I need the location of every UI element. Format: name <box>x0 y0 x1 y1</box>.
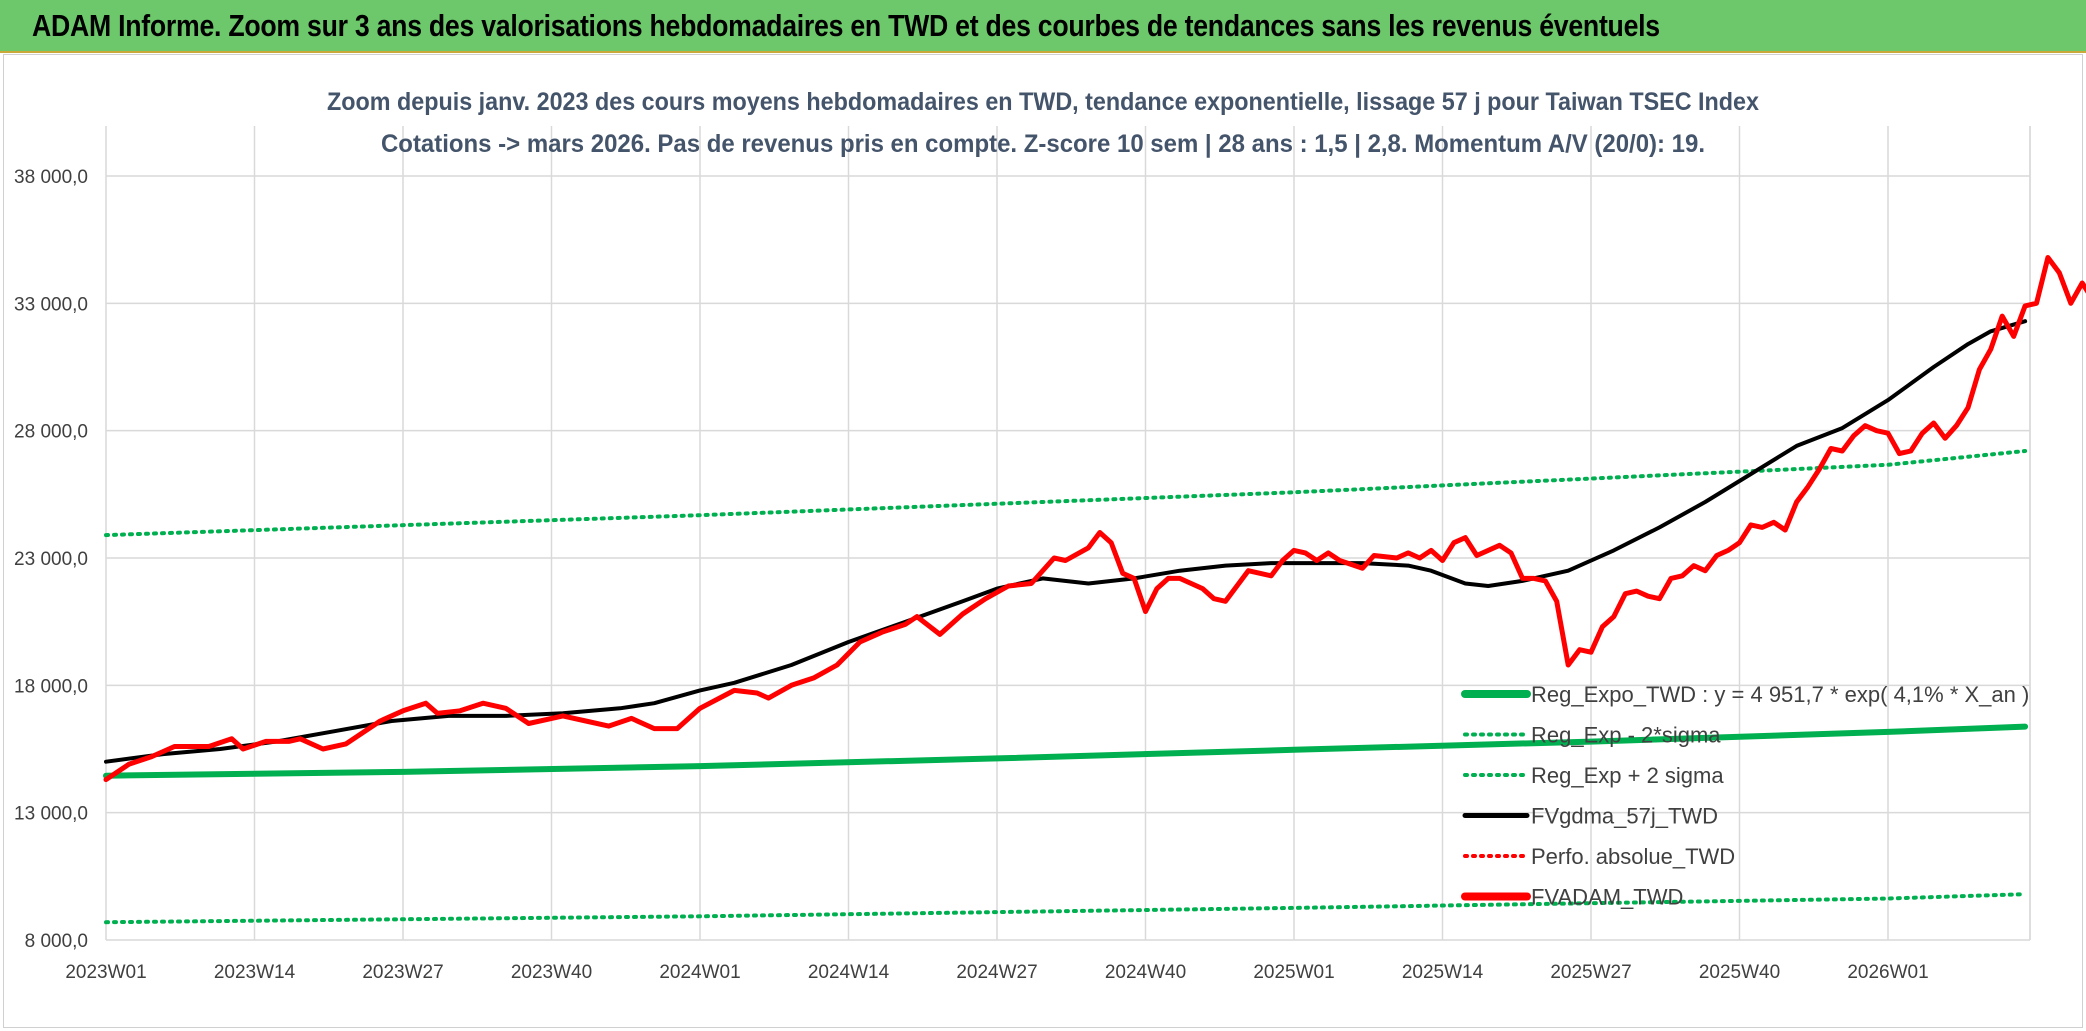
x-tick-label: 2024W27 <box>956 962 1037 983</box>
y-tick-label: 33 000,0 <box>14 294 88 315</box>
legend-label: FVADAM_TWD <box>1531 885 1683 910</box>
x-tick-label: 2026W01 <box>1847 962 1928 983</box>
y-tick-label: 28 000,0 <box>14 422 88 443</box>
y-tick-label: 13 000,0 <box>14 804 88 825</box>
series-line-2 <box>104 449 2028 538</box>
series-line-0 <box>103 723 2029 779</box>
series-line-1 <box>104 892 2028 925</box>
chart-title-line-2: Cotations -> mars 2026. Pas de revenus p… <box>381 130 1705 158</box>
y-tick-label: 38 000,0 <box>14 167 88 188</box>
legend-label: Reg_Expo_TWD : y = 4 951,7 * exp( 4,1% *… <box>1531 682 2029 707</box>
y-tick-label: 8 000,0 <box>25 931 88 952</box>
series-line-5 <box>103 255 2086 783</box>
chart-frame <box>3 54 2083 1028</box>
x-tick-label: 2025W40 <box>1699 962 1780 983</box>
y-tick-label: 18 000,0 <box>14 676 88 697</box>
grid-lines <box>105 126 2031 941</box>
legend-label: Reg_Exp + 2 sigma <box>1531 763 1724 788</box>
x-tick-label: 2025W27 <box>1550 962 1631 983</box>
series-line-3 <box>104 319 2028 764</box>
x-tick-label: 2024W01 <box>659 962 740 983</box>
legend-label: Reg_Exp - 2*sigma <box>1531 723 1721 748</box>
x-tick-label: 2024W40 <box>1105 962 1186 983</box>
report-title: ADAM Informe. Zoom sur 3 ans des valoris… <box>32 8 1660 43</box>
report-banner: ADAM Informe. Zoom sur 3 ans des valoris… <box>0 0 2086 53</box>
legend-label: Perfo. absolue_TWD <box>1531 844 1735 869</box>
legend-label: FVgdma_57j_TWD <box>1531 804 1718 829</box>
y-axis-ticks: 8 000,0 13 000,0 18 000,0 23 000,0 28 000,0 3… <box>14 167 88 952</box>
x-axis-ticks: 2023W01 2023W14 2023W27 2023W40 2024W01 2024W… <box>65 962 1928 983</box>
y-tick-label: 23 000,0 <box>14 549 88 570</box>
series-layer <box>103 255 2086 925</box>
x-tick-label: 2023W40 <box>511 962 592 983</box>
x-tick-label: 2023W14 <box>214 962 296 983</box>
legend: Reg_Expo_TWD : y = 4 951,7 * exp( 4,1% *… <box>1461 682 2029 910</box>
chart-title-line-1: Zoom depuis janv. 2023 des cours moyens … <box>327 88 1759 116</box>
x-tick-label: 2025W14 <box>1402 962 1484 983</box>
x-tick-label: 2023W27 <box>362 962 443 983</box>
x-tick-label: 2024W14 <box>808 962 890 983</box>
x-tick-label: 2023W01 <box>65 962 146 983</box>
x-tick-label: 2025W01 <box>1253 962 1334 983</box>
